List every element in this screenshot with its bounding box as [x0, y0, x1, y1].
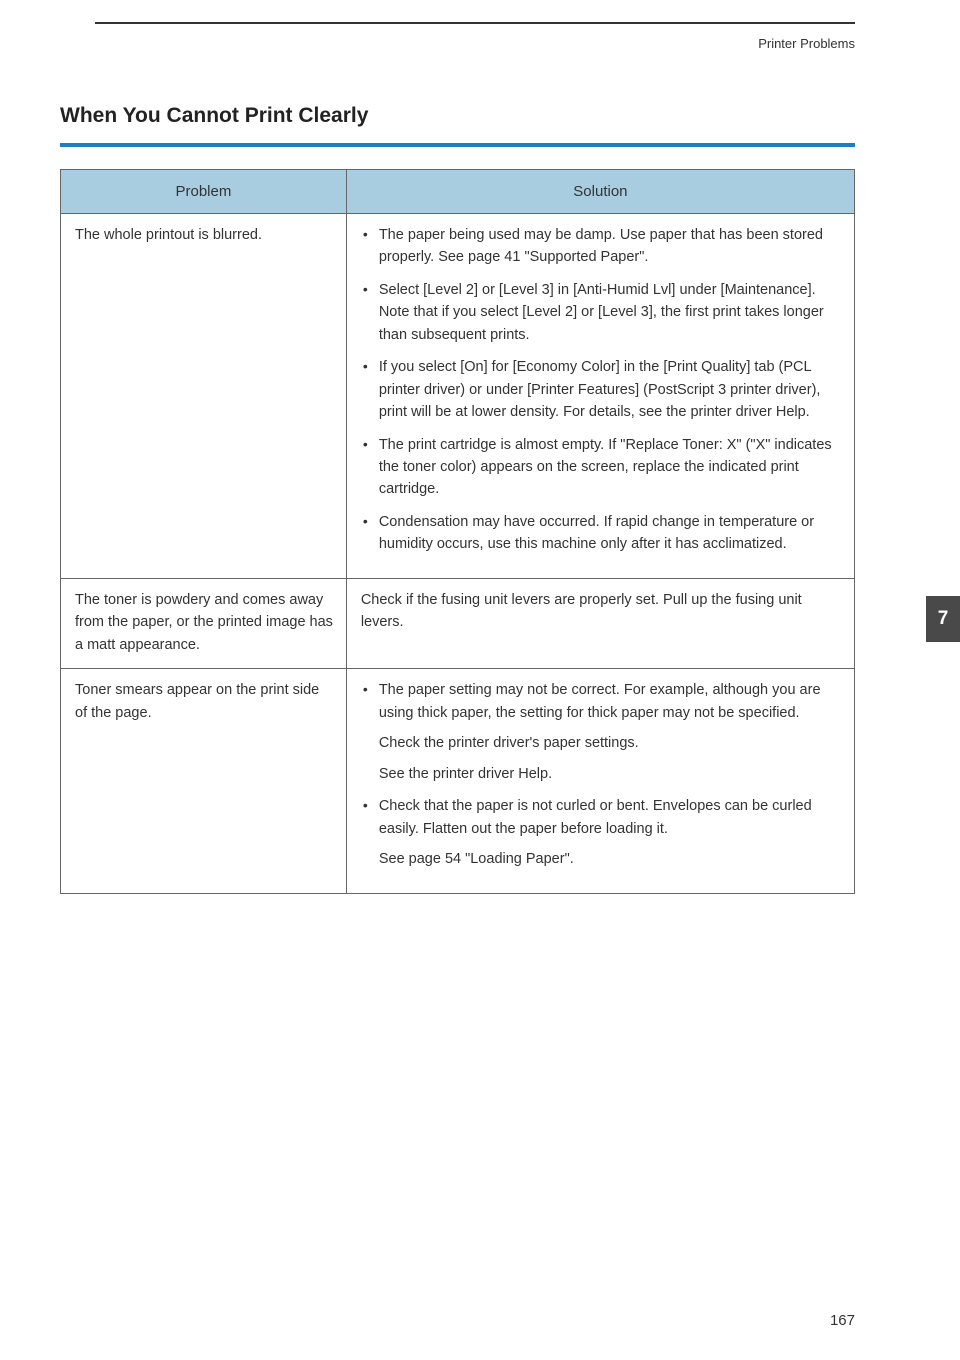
solution-extra: See the printer driver Help.: [379, 763, 842, 785]
solution-list: The paper setting may not be correct. Fo…: [361, 679, 842, 870]
list-item: The paper being used may be damp. Use pa…: [361, 224, 842, 269]
chapter-tab: 7: [926, 596, 960, 642]
solution-text: Check that the paper is not curled or be…: [379, 798, 812, 836]
top-rule: [95, 22, 855, 24]
solution-cell: The paper being used may be damp. Use pa…: [346, 213, 854, 578]
solution-cell: Check if the fusing unit levers are prop…: [346, 578, 854, 668]
header-label: Printer Problems: [758, 34, 855, 54]
solution-list: The paper being used may be damp. Use pa…: [361, 224, 842, 556]
main-content: When You Cannot Print Clearly Problem So…: [60, 100, 855, 894]
list-item: Select [Level 2] or [Level 3] in [Anti-H…: [361, 279, 842, 346]
table-row: The whole printout is blurred. The paper…: [61, 213, 855, 578]
table-row: Toner smears appear on the print side of…: [61, 669, 855, 893]
problem-cell: Toner smears appear on the print side of…: [61, 669, 347, 893]
list-item: Condensation may have occurred. If rapid…: [361, 511, 842, 556]
solution-text: The paper setting may not be correct. Fo…: [379, 682, 821, 720]
page-number: 167: [830, 1309, 855, 1332]
problem-cell: The toner is powdery and comes away from…: [61, 578, 347, 668]
solution-cell: The paper setting may not be correct. Fo…: [346, 669, 854, 893]
title-underline: [60, 143, 855, 147]
solution-text: The paper being used may be damp. Use pa…: [379, 227, 823, 265]
list-item: The print cartridge is almost empty. If …: [361, 434, 842, 501]
table-row: The toner is powdery and comes away from…: [61, 578, 855, 668]
solution-text: The print cartridge is almost empty. If …: [379, 437, 832, 498]
solution-extra: Check the printer driver's paper setting…: [379, 732, 842, 754]
problem-cell: The whole printout is blurred.: [61, 213, 347, 578]
solution-text: If you select [On] for [Economy Color] i…: [379, 359, 821, 420]
col-header-problem: Problem: [61, 169, 347, 213]
list-item: If you select [On] for [Economy Color] i…: [361, 356, 842, 423]
col-header-solution: Solution: [346, 169, 854, 213]
section-title: When You Cannot Print Clearly: [60, 100, 855, 139]
list-item: Check that the paper is not curled or be…: [361, 795, 842, 870]
solution-extra: See page 54 "Loading Paper".: [379, 848, 842, 870]
problems-table: Problem Solution The whole printout is b…: [60, 169, 855, 894]
solution-text: Select [Level 2] or [Level 3] in [Anti-H…: [379, 282, 824, 343]
solution-text: Condensation may have occurred. If rapid…: [379, 514, 814, 552]
list-item: The paper setting may not be correct. Fo…: [361, 679, 842, 785]
